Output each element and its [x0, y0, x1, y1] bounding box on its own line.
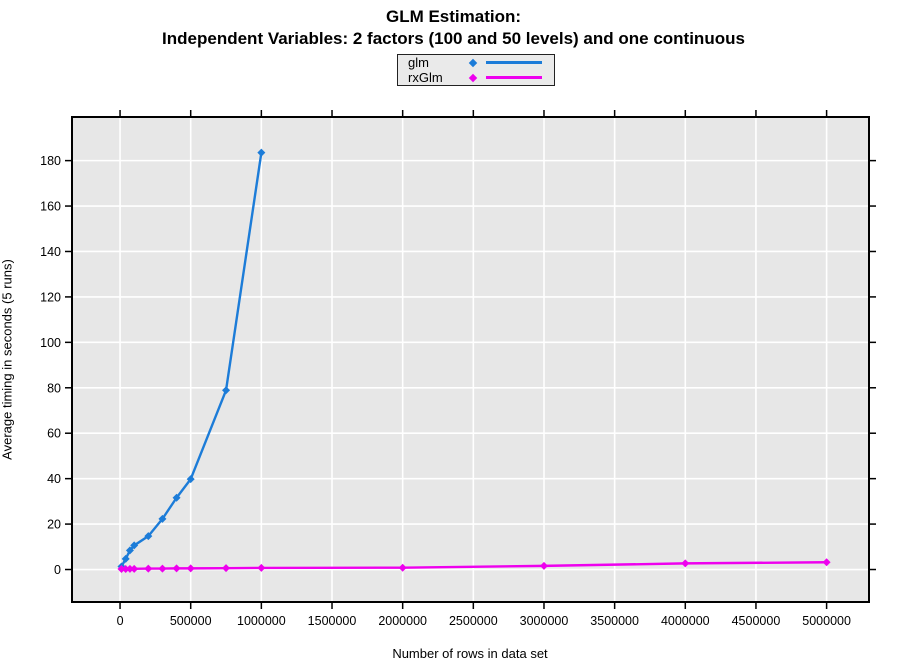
series-rxGlm-marker	[398, 563, 407, 572]
series-glm-marker	[186, 475, 195, 484]
x-tick-label: 5000000	[802, 614, 851, 628]
series-rxGlm-marker	[158, 564, 167, 573]
y-tick-label: 60	[47, 427, 61, 441]
x-tick-label: 4000000	[661, 614, 710, 628]
series-glm-marker	[144, 532, 153, 541]
series-glm-marker	[222, 386, 231, 395]
series-rxGlm-marker	[121, 565, 130, 574]
x-tick-label: 0	[117, 614, 124, 628]
series-rxGlm-marker	[681, 559, 690, 568]
y-tick-label: 180	[40, 154, 61, 168]
series-rxGlm-marker	[172, 564, 181, 573]
x-tick-label: 2000000	[378, 614, 427, 628]
chart-title-line2: Independent Variables: 2 factors (100 an…	[162, 29, 745, 48]
x-axis-title: Number of rows in data set	[392, 646, 548, 661]
series-rxGlm-marker	[186, 564, 195, 573]
chart-title: GLM Estimation: Independent Variables: 2…	[0, 6, 907, 50]
legend-item-rxglm: rxGlm	[398, 70, 554, 85]
glm-line-swatch	[486, 61, 542, 64]
series-rxGlm-marker	[222, 564, 231, 573]
series-rxGlm-marker	[130, 564, 139, 573]
x-tick-label: 4500000	[732, 614, 781, 628]
diamond-marker-icon	[468, 58, 478, 67]
y-tick-label: 20	[47, 518, 61, 532]
x-tick-label: 2500000	[449, 614, 498, 628]
x-tick-label: 1000000	[237, 614, 286, 628]
x-tick-label: 3500000	[590, 614, 639, 628]
y-tick-label: 80	[47, 381, 61, 395]
legend: glm rxGlm	[397, 54, 555, 86]
y-tick-label: 160	[40, 200, 61, 214]
y-tick-label: 120	[40, 290, 61, 304]
series-rxGlm-marker	[257, 563, 266, 572]
y-tick-label: 140	[40, 245, 61, 259]
legend-item-glm: glm	[398, 55, 554, 70]
x-tick-label: 1500000	[308, 614, 357, 628]
series-rxGlm-marker	[539, 561, 548, 570]
series-glm-marker	[130, 541, 139, 550]
x-tick-label: 3000000	[520, 614, 569, 628]
series-glm-marker	[121, 554, 130, 563]
legend-marker-cell	[460, 73, 486, 82]
y-tick-label: 0	[54, 563, 61, 577]
y-tick-label: 100	[40, 336, 61, 350]
y-tick-label: 40	[47, 472, 61, 486]
series-glm-marker	[257, 148, 266, 157]
series-glm-marker	[125, 546, 134, 555]
series-glm-line	[120, 152, 263, 568]
panel-border	[71, 116, 870, 603]
series-rxGlm-marker	[144, 564, 153, 573]
series-glm-marker	[158, 514, 167, 523]
legend-label-glm: glm	[408, 55, 429, 70]
legend-label-rxglm: rxGlm	[408, 70, 443, 85]
chart-title-line1: GLM Estimation:	[385, 7, 522, 26]
rxglm-line-swatch	[486, 76, 542, 79]
series-rxGlm-marker	[822, 558, 831, 567]
panel-background	[72, 117, 869, 602]
legend-marker-cell	[460, 58, 486, 67]
y-axis-title: Average timing in seconds (5 runs)	[0, 259, 15, 460]
x-tick-label: 500000	[170, 614, 212, 628]
diamond-marker-icon	[468, 73, 478, 82]
series-rxGlm-marker	[125, 564, 134, 573]
series-glm-marker	[172, 493, 181, 502]
series-rxGlm-marker	[117, 565, 126, 574]
